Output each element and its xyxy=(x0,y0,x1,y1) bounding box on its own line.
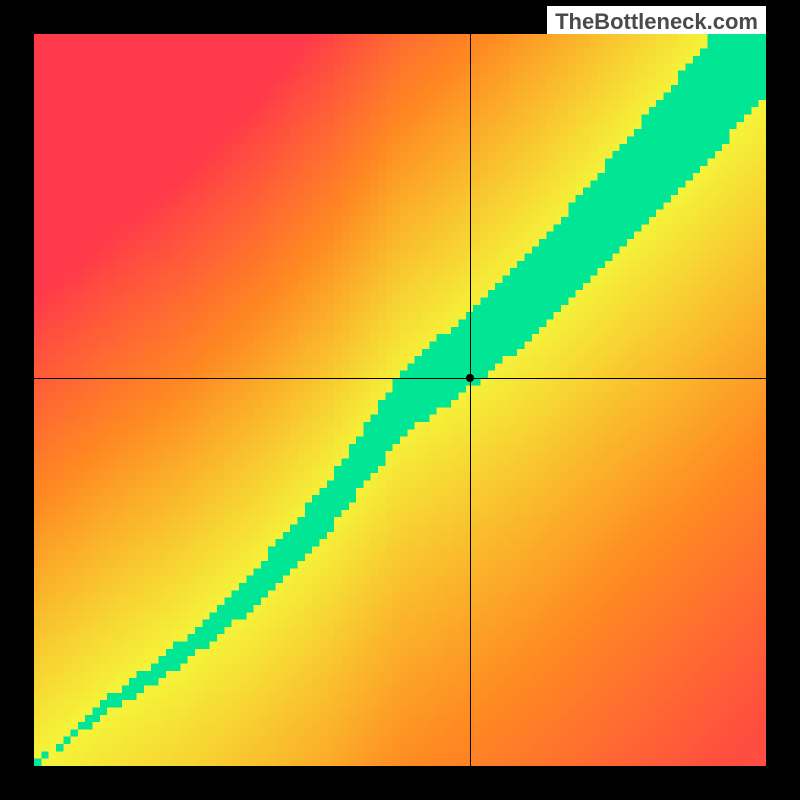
crosshair-vertical xyxy=(470,34,471,766)
heatmap-canvas xyxy=(34,34,766,766)
chart-container: TheBottleneck.com xyxy=(0,0,800,800)
crosshair-marker xyxy=(466,374,474,382)
crosshair-horizontal xyxy=(34,378,766,379)
plot-area xyxy=(34,34,766,766)
